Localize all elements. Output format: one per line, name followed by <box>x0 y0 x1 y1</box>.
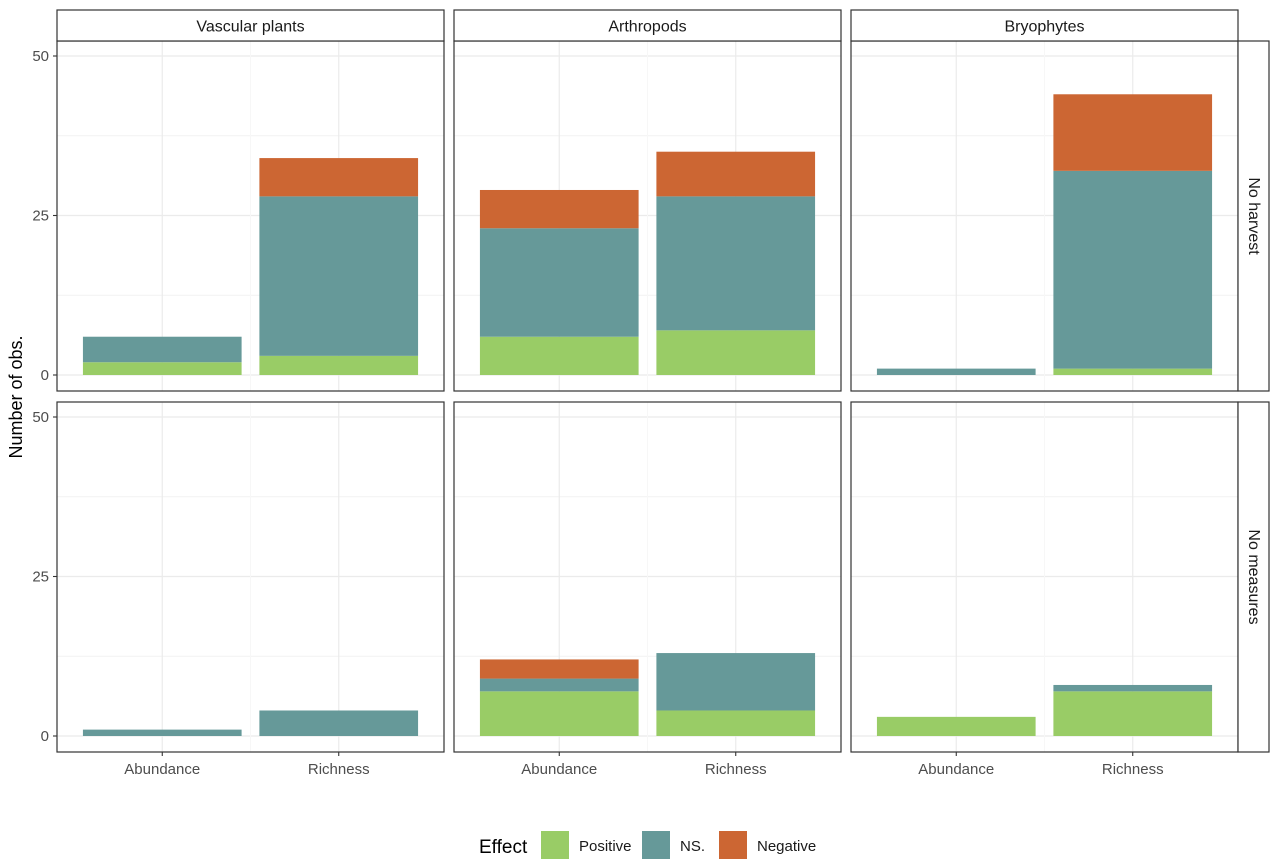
bar-positive-abundance <box>479 336 639 375</box>
legend-key-negative <box>719 831 747 859</box>
panels-layer <box>56 40 1239 753</box>
strip-label-no-harvest: No harvest <box>1245 177 1262 255</box>
legend-title: Effect <box>479 837 528 858</box>
strip-vascular-plants <box>56 9 445 42</box>
bar-ns-richness <box>259 196 419 356</box>
y-tick-label: 25 <box>32 569 49 586</box>
strip-bryophytes <box>850 9 1239 42</box>
y-tick-label: 0 <box>41 367 49 384</box>
legend-label-ns: NS. <box>680 838 705 855</box>
bar-ns-abundance <box>82 336 242 363</box>
legend: Effect Positive NS. Negative <box>479 831 816 859</box>
strip-no-harvest <box>1237 40 1270 392</box>
bar-ns-richness <box>656 653 816 711</box>
x-tick-label-richness: Richness <box>1102 761 1164 778</box>
bar-positive-richness <box>259 355 419 375</box>
bar-positive-richness <box>656 710 816 736</box>
axes-layer: 0 25 50 0 25 50 Abundance Richness Abundance Rich… <box>32 48 1163 778</box>
y-axis-title: Number of obs. <box>6 335 26 458</box>
bar-positive-richness <box>1053 368 1213 375</box>
bar-positive-richness <box>1053 691 1213 736</box>
strip-label-bryophytes: Bryophytes <box>1004 19 1084 36</box>
bar-positive-abundance <box>876 716 1036 736</box>
y-tick-label: 25 <box>32 208 49 225</box>
bar-ns-richness <box>259 710 419 736</box>
y-tick-label: 50 <box>32 48 49 65</box>
legend-key-ns <box>642 831 670 859</box>
bar-negative-richness <box>259 158 419 197</box>
legend-label-positive: Positive <box>579 838 632 855</box>
strip-no-measures <box>1237 401 1270 753</box>
x-tick-label-abundance: Abundance <box>918 761 994 778</box>
bar-ns-richness <box>656 196 816 331</box>
bar-negative-richness <box>1053 94 1213 171</box>
strip-label-vascular-plants: Vascular plants <box>196 19 304 36</box>
x-tick-label-abundance: Abundance <box>124 761 200 778</box>
y-tick-label: 50 <box>32 409 49 426</box>
x-tick-label-richness: Richness <box>308 761 370 778</box>
strip-arthropods <box>453 9 842 42</box>
bar-ns-abundance <box>479 678 639 692</box>
bar-ns-abundance <box>479 228 639 337</box>
bar-positive-abundance <box>82 362 242 375</box>
legend-key-positive <box>541 831 569 859</box>
strips-layer: Vascular plants Arthropods Bryophytes No ha… <box>56 9 1270 753</box>
y-tick-label: 0 <box>41 728 49 745</box>
bar-positive-abundance <box>479 691 639 736</box>
bar-ns-abundance <box>82 729 242 736</box>
x-tick-label-richness: Richness <box>705 761 767 778</box>
panel-no-measures-vascular-plants <box>56 401 445 753</box>
panel-no-harvest-bryophytes <box>850 40 1239 392</box>
bar-negative-richness <box>656 151 816 197</box>
bar-ns-richness <box>1053 684 1213 692</box>
bar-negative-abundance <box>479 659 639 679</box>
panel-no-measures-bryophytes <box>850 401 1239 753</box>
panel-no-harvest-arthropods <box>453 40 842 392</box>
bar-positive-richness <box>656 330 816 375</box>
strip-label-no-measures: No measures <box>1245 529 1262 624</box>
bar-ns-richness <box>1053 170 1213 369</box>
legend-label-negative: Negative <box>757 838 816 855</box>
panel-border <box>453 401 842 753</box>
bar-ns-abundance <box>876 368 1036 375</box>
strip-label-arthropods: Arthropods <box>608 19 686 36</box>
x-tick-label-abundance: Abundance <box>521 761 597 778</box>
bar-negative-abundance <box>479 189 639 229</box>
panel-no-harvest-vascular-plants <box>56 40 445 392</box>
panel-no-measures-arthropods <box>453 401 842 753</box>
